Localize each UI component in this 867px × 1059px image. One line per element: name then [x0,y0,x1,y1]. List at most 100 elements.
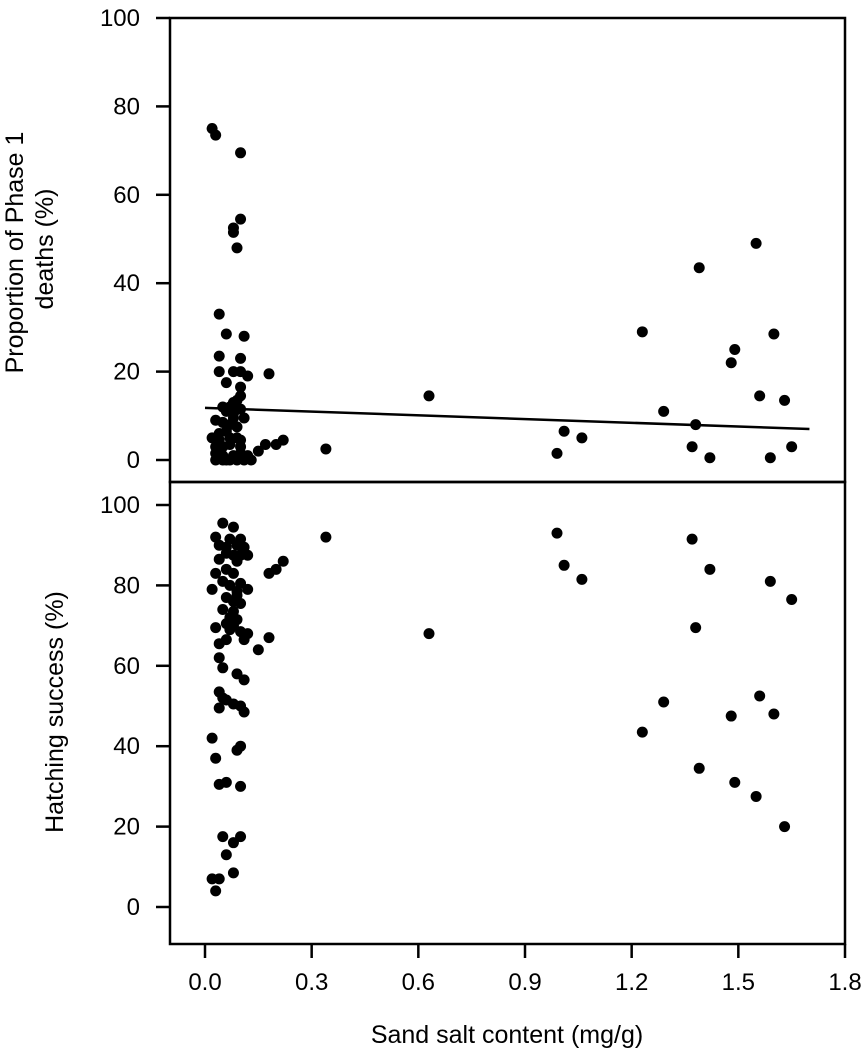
x-tick-label-0.3: 0.3 [295,969,328,996]
top-point [238,330,250,342]
bottom-point [242,549,254,561]
bottom-point [729,776,741,788]
bottom-y-tick-label-0: 0 [127,894,140,921]
bottom-y-axis: 0 20 40 60 80 100 [100,492,170,921]
top-point [551,447,563,459]
bottom-point [263,632,275,644]
bottom-point [213,778,225,790]
top-y-tick-label-40: 40 [113,270,140,297]
bottom-point [277,555,289,567]
top-point [277,434,289,446]
top-point [231,242,243,254]
bottom-point [704,563,716,575]
top-point [764,452,776,464]
top-point [252,445,264,457]
top-point [729,344,741,355]
top-point [213,350,225,362]
top-point [220,328,232,340]
bottom-point [235,597,247,609]
bottom-point [270,563,282,575]
bottom-point [224,624,236,636]
bottom-y-tick-label-60: 60 [113,653,140,680]
x-tick-label-1.2: 1.2 [615,969,648,996]
top-y-axis-title: Proportion of Phase 1 deaths (%) [1,125,59,374]
top-point [231,421,243,433]
bottom-point [227,567,239,579]
bottom-y-tick-label-20: 20 [113,814,140,841]
bottom-point [206,583,218,595]
bottom-y-tick-label-40: 40 [113,733,140,760]
bottom-point [210,567,222,579]
top-point [213,308,225,320]
bottom-point [217,604,229,616]
x-axis: 0.0 0.3 0.6 0.9 1.2 1.5 1.8 [188,944,862,996]
top-y-tick-label-60: 60 [113,182,140,209]
top-point [558,425,570,437]
top-point [750,237,762,249]
bottom-point [252,644,264,656]
top-point [320,443,332,455]
top-plot-frame [168,16,847,484]
bottom-point [213,702,225,714]
bottom-point [764,575,776,587]
bottom-y-axis-title: Hatching success (%) [41,591,69,833]
bottom-point [217,662,229,674]
top-point [754,390,766,402]
bottom-point [658,696,670,708]
bottom-point [210,885,222,897]
top-point [423,390,435,402]
bottom-point [210,752,222,764]
top-point [227,226,239,238]
top-point [235,147,247,159]
bottom-point [213,553,225,565]
bottom-point [779,821,791,833]
bottom-point [320,531,332,543]
bottom-point [206,732,218,744]
bottom-point [227,521,239,533]
bottom-point [690,622,702,634]
top-point [235,213,247,225]
top-point [576,432,588,444]
top-point [245,454,257,466]
bottom-points-group [206,517,798,897]
bottom-y-tick-label-80: 80 [113,572,140,599]
top-point [213,366,225,378]
bottom-point [238,634,250,646]
top-y-tick-label-80: 80 [113,93,140,120]
top-point [658,405,670,417]
bottom-point [213,652,225,664]
x-tick-label-1.5: 1.5 [722,969,755,996]
top-point [210,129,222,141]
bottom-point [231,555,243,567]
bottom-point [750,790,762,802]
bottom-point [238,674,250,686]
bottom-point [227,867,239,879]
top-point [768,328,780,340]
bottom-point [220,849,232,861]
bottom-point [686,533,698,545]
bottom-point [754,690,766,702]
trend-line [204,406,810,431]
bottom-y-tick-label-100: 100 [100,492,140,519]
x-tick-label-1.8: 1.8 [828,969,861,996]
top-point [220,377,232,389]
bottom-point [636,726,648,738]
top-point [636,326,648,338]
top-point [263,368,275,380]
top-y-axis-title-line-2: deaths (%) [31,189,59,310]
top-point [242,370,254,382]
top-point [224,439,236,451]
bottom-point [576,573,588,585]
bottom-point [423,628,435,640]
top-y-tick-label-0: 0 [127,447,140,474]
top-point [686,441,698,453]
top-point [238,412,250,424]
x-tick-label-0.9: 0.9 [508,969,541,996]
bottom-point [725,710,737,722]
top-y-axis: 0 20 40 60 80 100 [100,5,170,474]
bottom-point [238,706,250,718]
bottom-point [768,708,780,720]
top-point [693,262,705,274]
bottom-point [213,638,225,650]
